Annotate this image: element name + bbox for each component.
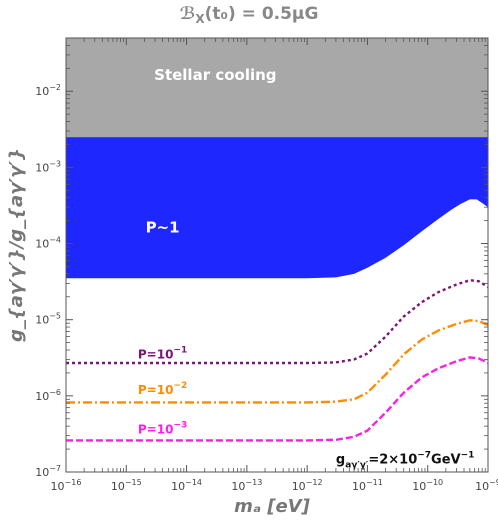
series-line-1: [66, 278, 488, 365]
y-tick-label: 10−3: [35, 159, 61, 174]
x-tick-label: 10−16: [51, 478, 82, 493]
y-tick-label: 10−7: [35, 464, 61, 479]
stellar-cooling-label: Stellar cooling: [154, 66, 276, 84]
y-tick-label: 10−4: [35, 236, 61, 251]
axes: 10−16 10−15 10−14 10−13 10−12 10−11 10−10 10−9 1…: [35, 37, 498, 493]
title-main: ℬ: [180, 4, 196, 24]
x-tick-label: 10−13: [231, 478, 262, 493]
series-label-2: P=10−2: [138, 381, 187, 397]
series-line-2: [66, 319, 488, 404]
series-label-3: P=10−3: [138, 421, 187, 437]
coupling-annotation: gaγ′γ′=2×10−7GeV−1: [336, 450, 475, 470]
p1-label: P~1: [146, 218, 180, 236]
y-tick-label: 10−2: [35, 83, 61, 98]
y-tick-label: 10−5: [35, 312, 61, 327]
series-label-1: P=10−1: [138, 345, 187, 361]
title-rest: (t₀) = 0.5μG: [205, 4, 319, 24]
plot-area: Stellar cooling P~1 P=10−1 P=10−2 P=10−3 gaγ′…: [66, 38, 488, 470]
chart-title: ℬX(t₀) = 0.5μG: [180, 4, 319, 26]
title-sub: X: [195, 12, 205, 26]
x-tick-label: 10−9: [475, 478, 498, 493]
x-axis-label: mₐ [eV]: [234, 496, 311, 517]
x-tick-label: 10−15: [111, 478, 142, 493]
y-axis-label: g_{aγ′γ′}/g_{aγ′γ′}: [6, 148, 27, 342]
stellar-cooling-region: [66, 38, 488, 138]
x-tick-label: 10−11: [352, 478, 383, 493]
x-tick-label: 10−12: [292, 478, 323, 493]
x-tick-label: 10−10: [412, 478, 443, 493]
series-line-3: [66, 356, 488, 442]
y-tick-label: 10−6: [35, 388, 61, 403]
p1-region: [66, 137, 488, 279]
x-tick-label: 10−14: [171, 478, 202, 493]
